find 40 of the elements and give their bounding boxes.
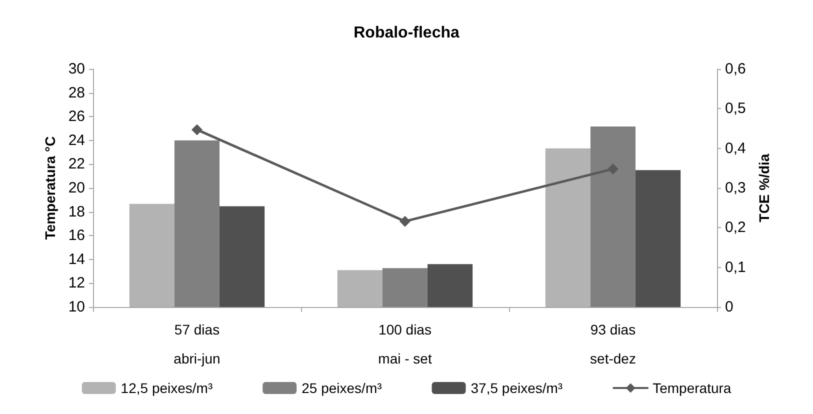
- bar: [545, 148, 590, 307]
- x-tick-label: 57 dias abri-jun: [174, 322, 220, 366]
- bar: [428, 264, 473, 307]
- bar: [382, 268, 428, 307]
- bar: [636, 170, 681, 307]
- y-tick-label: 10: [68, 298, 85, 316]
- y2-tick-label: 0,3: [725, 180, 746, 196]
- bar: [129, 204, 174, 307]
- y-tick-label: 30: [68, 60, 85, 78]
- y-tick-label: 26: [68, 108, 85, 126]
- point: [608, 163, 618, 174]
- y2-tick-label: 0: [725, 298, 734, 316]
- legend-label: 25 peixes/m³: [302, 380, 382, 396]
- y2-axis-title: TCE %/dia: [756, 154, 772, 222]
- y-tick-label: 24: [68, 132, 85, 149]
- legend-label: Temperatura: [652, 380, 732, 396]
- y2-tick-label: 0,1: [725, 258, 746, 276]
- y2-tick-label: 0,2: [725, 219, 746, 236]
- legend-label: 37,5 peixes/m³: [470, 380, 563, 396]
- x-tick-label: 93 dias set-dez: [590, 322, 636, 366]
- y2-tick-label: 0,4: [725, 140, 746, 157]
- point: [192, 124, 202, 136]
- y-tick-label: 28: [68, 84, 85, 102]
- bar: [220, 206, 265, 307]
- y-tick-label: 18: [68, 203, 85, 220]
- bar: [174, 140, 220, 307]
- x-tick-label: 100 dias mai - set: [378, 322, 432, 366]
- y-tick-label: 16: [68, 227, 85, 244]
- y2-tick-label: 0,5: [725, 100, 746, 118]
- y2-tick-label: 0,6: [725, 60, 746, 78]
- legend-label: 12,5 peixes/m³: [120, 380, 213, 396]
- y-tick-label: 14: [68, 250, 85, 268]
- y-tick-label: 22: [68, 156, 85, 173]
- y-tick-label: 12: [68, 274, 85, 292]
- point: [400, 216, 410, 227]
- chart-title: Robalo-flecha: [354, 24, 460, 42]
- bar: [590, 126, 636, 307]
- y-tick-label: 20: [68, 180, 85, 196]
- bar: [337, 270, 382, 307]
- y-axis-title: Temperatura °C: [42, 136, 58, 240]
